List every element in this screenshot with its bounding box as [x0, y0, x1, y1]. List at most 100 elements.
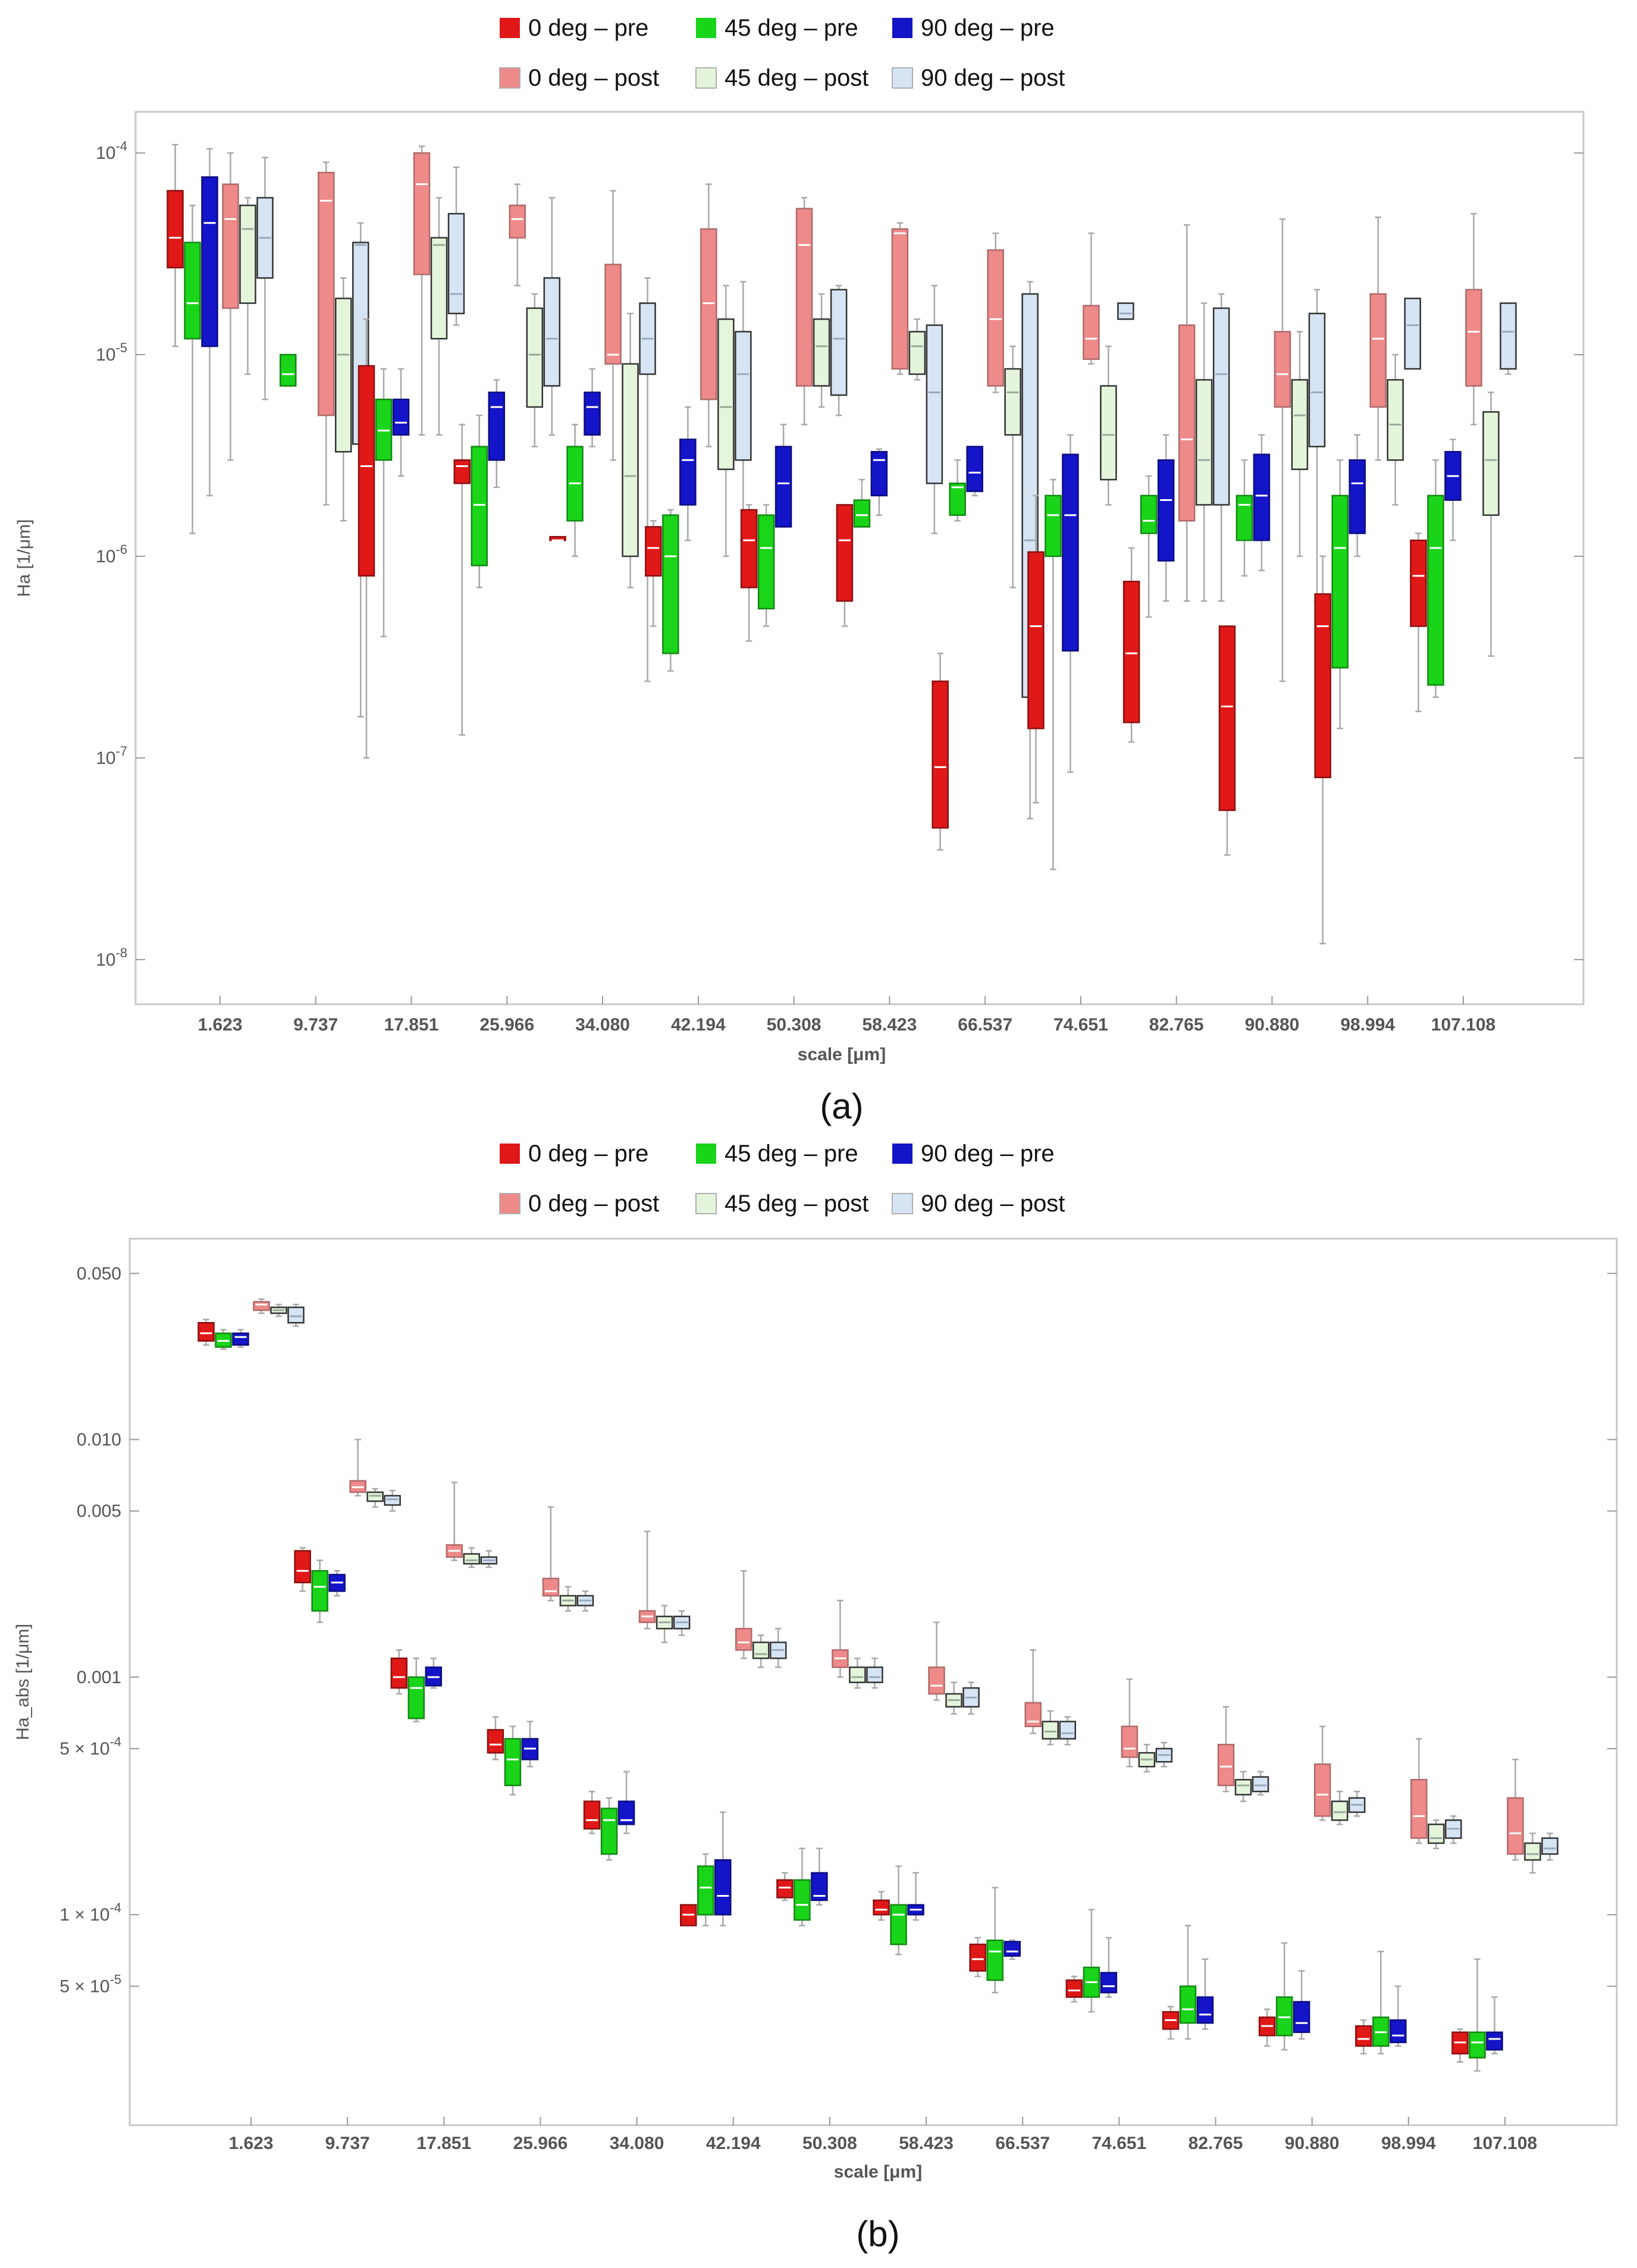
a-box-8-4-iqr: [1004, 368, 1021, 436]
b-box-8-1: [986, 1887, 1003, 1994]
b-box-4-4: [656, 1605, 673, 1643]
b-box-8-5: [1059, 1716, 1076, 1746]
b-box-11-1-iqr: [1275, 1996, 1293, 2037]
b-box-12-4: [1428, 1819, 1445, 1850]
b-box-2-0-iqr: [390, 1657, 408, 1689]
b-box-0-0: [197, 1318, 215, 1346]
b-box-13-2: [1486, 1996, 1503, 2055]
a-box-11-1: [1235, 459, 1253, 577]
b-xtick-label-13: 107.108: [1473, 2134, 1537, 2153]
a-box-7-5-iqr: [926, 324, 943, 484]
a-box-1-4-iqr: [335, 297, 352, 453]
b-legend-swatch-3: [499, 1193, 520, 1214]
a-box-0-3: [222, 152, 239, 461]
a-box-1-1: [280, 353, 297, 387]
a-box-10-5: [1212, 293, 1230, 602]
a-box-10-2: [1157, 434, 1175, 602]
a-box-9-3: [1083, 232, 1100, 365]
a-box-5-3: [700, 183, 717, 447]
a-legend-swatch-1: [696, 18, 716, 38]
a-box-12-2-iqr: [1349, 459, 1366, 534]
a-box-9-2-iqr: [1062, 453, 1079, 652]
b-box-12-4-iqr: [1428, 1824, 1445, 1844]
a-box-13-0: [1410, 532, 1427, 713]
legend-b: 0 deg – pre 45 deg – pre 90 deg – pre 0 deg…: [499, 1141, 1065, 1217]
b-xtick-label-3: 25.966: [513, 2134, 568, 2153]
a-box-3-5: [543, 197, 561, 436]
b-box-3-2: [521, 1721, 539, 1768]
b-legend-label-4: 45 deg – post: [725, 1191, 868, 1217]
a-box-13-1: [1427, 459, 1444, 698]
b-box-6-4: [849, 1657, 866, 1689]
a-box-12-5-iqr: [1404, 297, 1421, 370]
a-box-2-3-iqr: [413, 152, 431, 275]
a-box-7-3: [891, 222, 909, 375]
b-box-7-1-iqr: [890, 1904, 907, 1946]
b-box-1-0-iqr: [294, 1550, 311, 1584]
b-box-5-2: [714, 1811, 732, 1926]
b-legend-swatch-4: [695, 1193, 717, 1214]
a-box-13-1-iqr: [1427, 494, 1444, 686]
a-box-9-0-iqr: [1027, 551, 1045, 729]
b-legend-swatch-1: [696, 1144, 716, 1164]
b-box-2-4-iqr: [463, 1553, 481, 1565]
b-box-3-1-iqr: [504, 1738, 522, 1787]
a-box-10-3: [1178, 224, 1196, 602]
a-legend-label-3: 0 deg – post: [528, 65, 659, 91]
a-ytick-label-0: 10-8: [96, 945, 127, 970]
a-box-1-3-iqr: [318, 171, 335, 416]
a-ytick-label-3: 10-5: [96, 340, 127, 365]
a-box-2-3: [413, 145, 431, 436]
a-box-4-3-iqr: [604, 264, 622, 365]
b-xtick-label-1: 9.737: [325, 2134, 370, 2153]
a-box-0-4-iqr: [239, 204, 256, 304]
b-box-1-1: [311, 1559, 328, 1624]
a-box-12-2: [1349, 434, 1366, 557]
a-box-3-2: [488, 379, 506, 488]
a-box-13-4: [1482, 391, 1500, 657]
b-box-8-4: [1042, 1710, 1059, 1746]
b-box-9-3-iqr: [1121, 1725, 1139, 1758]
panel-a: 10-8 10-7 10-6 10-5 10-4 Ha [1/μm] 1.623 9.737 1…: [14, 111, 1585, 1126]
b-box-2-1-iqr: [407, 1676, 425, 1719]
a-box-9-0: [1027, 494, 1045, 804]
a-box-7-2: [870, 448, 888, 516]
b-box-13-3: [1507, 1759, 1524, 1861]
a-box-4-5: [639, 277, 656, 682]
a-box-0-0: [167, 143, 184, 347]
b-box-11-4-iqr: [1331, 1800, 1349, 1821]
b-box-0-4: [270, 1304, 287, 1317]
b-box-8-3-iqr: [1024, 1702, 1042, 1727]
b-box-8-2: [1003, 1940, 1021, 1960]
a-box-7-0: [836, 504, 854, 627]
b-xtick-label-8: 66.537: [995, 2134, 1050, 2153]
a-xtick-label-10: 82.765: [1149, 1015, 1204, 1035]
b-box-8-5-iqr: [1059, 1721, 1076, 1740]
b-box-10-1: [1179, 1925, 1197, 2040]
b-box-0-2: [232, 1329, 249, 1348]
a-box-8-4: [1004, 345, 1021, 588]
b-box-1-5-iqr: [384, 1495, 401, 1506]
a-xtick-label-5: 42.194: [671, 1015, 726, 1035]
b-box-9-2: [1100, 1937, 1118, 1998]
a-box-9-5: [1117, 302, 1134, 320]
a-box-3-1: [471, 414, 488, 588]
a-box-9-1: [1045, 478, 1062, 870]
a-box-2-4-iqr: [430, 237, 448, 340]
a-ytick-label-4: 10-4: [96, 139, 127, 163]
b-box-1-3: [349, 1439, 366, 1497]
b-box-4-3: [638, 1530, 656, 1630]
a-box-10-0-iqr: [1122, 581, 1140, 723]
b-xtick-label-9: 74.651: [1092, 2134, 1147, 2153]
a-box-13-3-iqr: [1465, 289, 1482, 387]
b-box-8-1-iqr: [986, 1940, 1003, 1981]
a-box-3-3: [509, 183, 526, 287]
a-box-9-5-iqr: [1117, 302, 1134, 320]
a-box-2-5-iqr: [447, 212, 465, 315]
a-box-0-1-iqr: [184, 242, 201, 340]
a-box-12-5: [1404, 297, 1421, 370]
b-box-10-3: [1217, 1706, 1235, 1793]
a-xtick-label-8: 66.537: [958, 1015, 1012, 1035]
a-box-6-1: [757, 504, 775, 627]
a-xtick-label-1: 9.737: [293, 1015, 338, 1035]
